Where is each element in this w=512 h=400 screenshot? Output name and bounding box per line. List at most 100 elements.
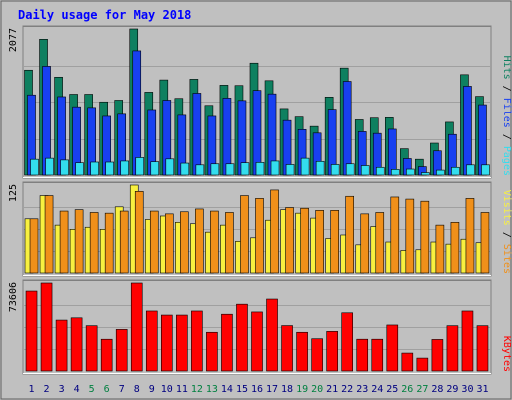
bar-sites-day-21 <box>330 210 339 274</box>
day-label-3: 3 <box>59 384 65 395</box>
day-label-26: 26 <box>401 384 413 395</box>
bar-sites-day-16 <box>255 198 264 274</box>
day-label-15: 15 <box>236 384 248 395</box>
bar-pages-day-23 <box>360 165 370 176</box>
bar-files-day-31 <box>478 104 487 176</box>
bar-kbytes-day-6 <box>100 338 113 372</box>
panel-visits <box>22 181 492 277</box>
bar-kbytes-day-15 <box>236 303 248 372</box>
bar-pages-day-28 <box>436 169 445 176</box>
day-label-11: 11 <box>176 384 188 395</box>
bar-files-day-25 <box>387 128 397 176</box>
bar-kbytes-day-28 <box>431 339 444 372</box>
day-label-9: 9 <box>149 384 155 395</box>
bar-kbytes-day-27 <box>416 357 429 372</box>
bar-pages-day-20 <box>315 160 325 176</box>
bar-sites-day-4 <box>74 209 84 274</box>
bar-sites-day-27 <box>420 200 430 274</box>
day-label-5: 5 <box>89 384 95 395</box>
bar-kbytes-day-31 <box>476 325 489 372</box>
bar-pages-day-16 <box>255 162 265 176</box>
bar-pages-day-4 <box>75 162 84 176</box>
bar-sites-day-18 <box>285 207 294 274</box>
day-label-18: 18 <box>281 384 293 395</box>
day-label-17: 17 <box>266 384 278 395</box>
day-label-2: 2 <box>44 384 50 395</box>
bar-pages-day-21 <box>330 164 340 176</box>
day-label-25: 25 <box>386 384 398 395</box>
bar-pages-day-26 <box>406 168 415 176</box>
bar-files-day-8 <box>132 50 142 176</box>
day-label-4: 4 <box>74 384 80 395</box>
bar-sites-day-30 <box>465 198 475 274</box>
bar-pages-day-17 <box>270 160 280 176</box>
bar-pages-day-22 <box>345 163 355 176</box>
bar-pages-day-8 <box>135 157 145 176</box>
legend-vertical-labels: Hits / Files / Pages Visits / Sites KBytes <box>501 56 512 372</box>
bar-sites-day-11 <box>180 211 189 274</box>
bar-files-day-22 <box>342 81 352 176</box>
bar-kbytes-day-1 <box>25 290 38 372</box>
bar-sites-day-9 <box>149 210 159 274</box>
bar-kbytes-day-7 <box>115 329 128 372</box>
bar-pages-day-1 <box>30 158 39 176</box>
bar-kbytes-day-11 <box>176 314 188 372</box>
legend-separator: / <box>501 226 512 244</box>
bar-kbytes-day-2 <box>40 282 53 372</box>
bar-pages-day-9 <box>150 161 160 176</box>
day-label-13: 13 <box>206 384 218 395</box>
bar-sites-day-14 <box>225 212 234 274</box>
day-label-12: 12 <box>191 384 203 395</box>
bar-pages-day-27 <box>421 172 430 176</box>
bar-kbytes-day-19 <box>296 331 308 372</box>
bar-pages-day-6 <box>105 161 114 176</box>
y-max-label-hits: 2077 <box>8 28 19 52</box>
y-max-label-visits: 125 <box>8 184 19 202</box>
legend-separator: / <box>501 128 512 146</box>
bar-sites-day-1 <box>29 218 39 274</box>
bar-sites-day-5 <box>89 212 99 274</box>
legend-label-hits: Hits / Files / Pages <box>501 56 512 176</box>
bar-pages-day-15 <box>240 162 250 176</box>
bar-kbytes-day-25 <box>386 324 399 372</box>
bar-sites-day-2 <box>44 195 54 274</box>
bar-kbytes-day-24 <box>371 338 384 372</box>
panel-hits <box>22 25 492 179</box>
day-label-6: 6 <box>104 384 110 395</box>
y-max-label-kbytes: 73606 <box>8 282 19 312</box>
bar-sites-day-22 <box>345 195 354 274</box>
bar-sites-day-23 <box>360 213 370 274</box>
bar-kbytes-day-3 <box>55 319 68 372</box>
bar-pages-day-18 <box>285 164 295 176</box>
legend-label-kbytes: KBytes <box>501 336 512 372</box>
bar-pages-day-30 <box>466 164 475 176</box>
bar-kbytes-day-17 <box>266 298 278 372</box>
bar-pages-day-19 <box>300 157 310 176</box>
bar-sites-day-10 <box>165 213 174 274</box>
day-label-19: 19 <box>296 384 308 395</box>
bar-kbytes-day-18 <box>281 325 293 372</box>
bar-sites-day-26 <box>405 198 415 274</box>
legend-entry-kbytes: KBytes <box>501 336 512 372</box>
bar-kbytes-day-22 <box>341 312 353 372</box>
day-label-22: 22 <box>341 384 353 395</box>
bar-kbytes-day-8 <box>130 282 143 372</box>
day-label-1: 1 <box>29 384 35 395</box>
panel-kbytes <box>22 279 492 375</box>
bar-kbytes-day-16 <box>251 311 263 372</box>
bar-sites-day-13 <box>210 210 219 274</box>
bar-pages-day-31 <box>481 164 490 176</box>
bar-kbytes-day-23 <box>356 338 369 372</box>
day-label-24: 24 <box>371 384 383 395</box>
bar-pages-day-13 <box>210 163 220 176</box>
bar-pages-day-5 <box>90 161 99 176</box>
bar-kbytes-day-13 <box>206 331 218 372</box>
bar-pages-day-29 <box>451 166 460 176</box>
bar-kbytes-day-4 <box>70 317 83 372</box>
legend-entry-pages: Pages <box>501 146 512 176</box>
day-label-29: 29 <box>446 384 458 395</box>
bar-sites-day-17 <box>270 189 279 274</box>
bar-sites-day-3 <box>59 210 69 274</box>
